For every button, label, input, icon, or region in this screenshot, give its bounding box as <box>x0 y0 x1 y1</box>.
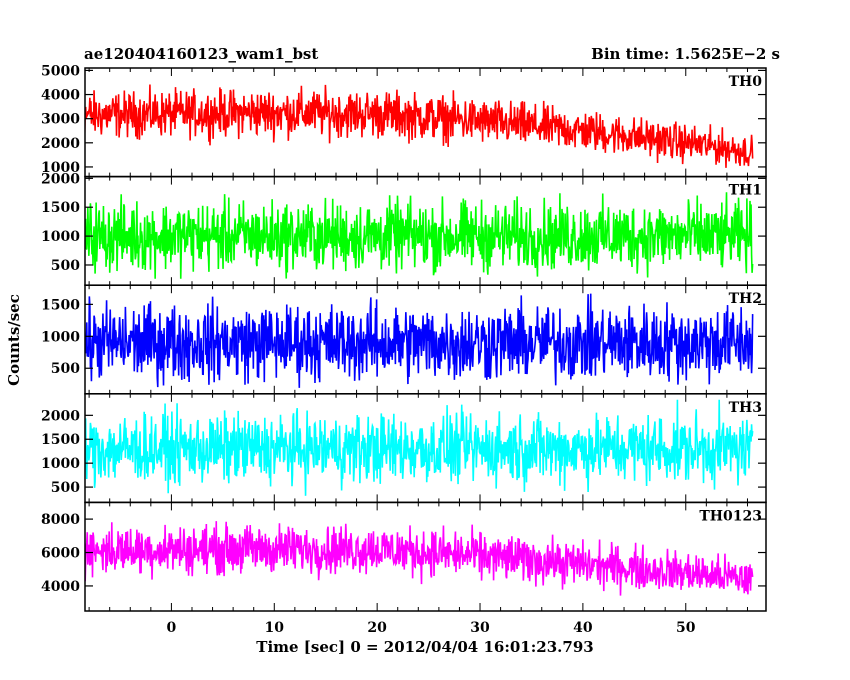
panel-label-th0123: TH0123 <box>699 508 762 524</box>
x-tick-label: 50 <box>676 620 696 636</box>
y-tick-label: 500 <box>51 480 80 496</box>
panel-label-th1: TH1 <box>729 183 762 199</box>
x-tick-label: 0 <box>167 620 177 636</box>
y-tick-label: 1500 <box>41 432 80 448</box>
series-line-th0123 <box>85 521 754 596</box>
y-tick-label: 1000 <box>41 456 80 472</box>
series-line-th0 <box>85 84 754 168</box>
x-axis-label: Time [sec] 0 = 2012/04/04 16:01:23.793 <box>256 638 594 656</box>
panel-label-th2: TH2 <box>729 291 762 307</box>
y-tick-label: 1000 <box>41 229 80 245</box>
y-axis-label: Counts/sec <box>5 294 23 386</box>
y-tick-label: 4000 <box>41 88 80 104</box>
x-tick-label: 40 <box>573 620 593 636</box>
x-tick-label: 20 <box>367 620 387 636</box>
y-tick-label: 6000 <box>41 546 80 562</box>
y-tick-label: 1500 <box>41 200 80 216</box>
y-tick-label: 8000 <box>41 512 80 528</box>
panel-frame-th0123 <box>84 501 767 612</box>
y-tick-label: 2000 <box>41 171 80 187</box>
y-tick-label: 500 <box>51 361 80 377</box>
y-tick-label: 4000 <box>41 579 80 595</box>
plot-title: ae120404160123_wam1_bst <box>84 45 319 63</box>
series-line-th1 <box>85 192 754 279</box>
y-tick-label: 2000 <box>41 136 80 152</box>
panel-label-th3: TH3 <box>729 400 762 416</box>
series-line-th2 <box>85 293 754 388</box>
y-tick-label: 3000 <box>41 112 80 128</box>
y-tick-label: 2000 <box>41 408 80 424</box>
y-tick-label: 1500 <box>41 297 80 313</box>
panel-label-th0: TH0 <box>729 74 763 90</box>
y-tick-label: 1000 <box>41 160 80 176</box>
bin-time-label: Bin time: 1.5625E−2 s <box>591 45 780 63</box>
y-tick-label: 5000 <box>41 63 80 79</box>
x-tick-label: 30 <box>470 620 490 636</box>
x-tick-label: 10 <box>265 620 285 636</box>
series-line-th3 <box>85 399 754 496</box>
y-tick-label: 1000 <box>41 329 80 345</box>
y-tick-label: 500 <box>51 258 80 274</box>
